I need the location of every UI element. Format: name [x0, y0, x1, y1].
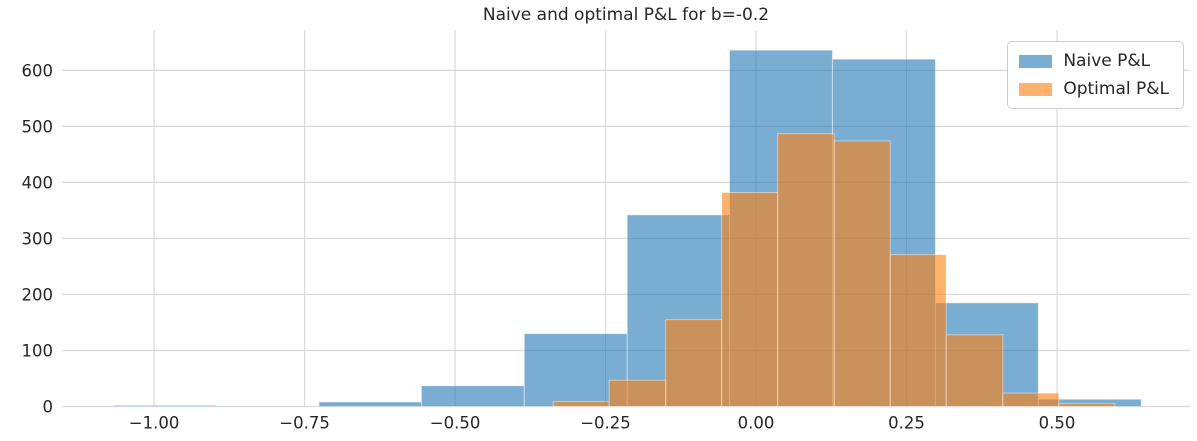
- histogram-bar: [945, 334, 1004, 407]
- legend-item-naive: Naive P&L: [1019, 51, 1169, 71]
- legend-item-optimal: Optimal P&L: [1019, 79, 1169, 99]
- histogram-bar: [665, 319, 723, 407]
- x-tick-label: 0.50: [1039, 414, 1076, 433]
- x-tick-label: 0.25: [888, 414, 925, 433]
- x-tick-label: −0.25: [580, 414, 631, 433]
- histogram-bar: [608, 379, 667, 408]
- histogram-bar: [721, 191, 779, 407]
- y-tick-label: 200: [22, 285, 54, 304]
- chart-title: Naive and optimal P&L for b=-0.2: [482, 5, 770, 25]
- x-tick-label: −0.75: [279, 414, 330, 433]
- naive-color-swatch: [1019, 54, 1053, 68]
- y-tick-label: 300: [22, 229, 54, 248]
- y-tick-label: 0: [43, 398, 54, 417]
- legend-label-optimal: Optimal P&L: [1063, 79, 1169, 99]
- x-tick-label: 0.00: [738, 414, 775, 433]
- x-tick-label: −1.00: [129, 414, 180, 433]
- histogram-bar: [112, 404, 217, 407]
- y-tick-label: 400: [22, 173, 54, 192]
- y-tick-label: 600: [22, 61, 54, 80]
- histogram-bar: [318, 401, 422, 407]
- x-tick-label: −0.50: [430, 414, 481, 433]
- histogram-bar: [777, 133, 835, 407]
- y-tick-label: 500: [22, 117, 54, 136]
- histogram-bar: [1058, 403, 1116, 408]
- legend: Naive P&L Optimal P&L: [1007, 41, 1184, 109]
- histogram-bar: [833, 140, 891, 407]
- histogram-bar: [420, 385, 525, 407]
- histogram-bar: [1002, 392, 1060, 407]
- histogram-bar: [552, 400, 610, 407]
- histogram-bar: [889, 254, 947, 407]
- y-tick-label: 100: [22, 341, 54, 360]
- optimal-color-swatch: [1019, 82, 1053, 96]
- legend-label-naive: Naive P&L: [1063, 51, 1151, 71]
